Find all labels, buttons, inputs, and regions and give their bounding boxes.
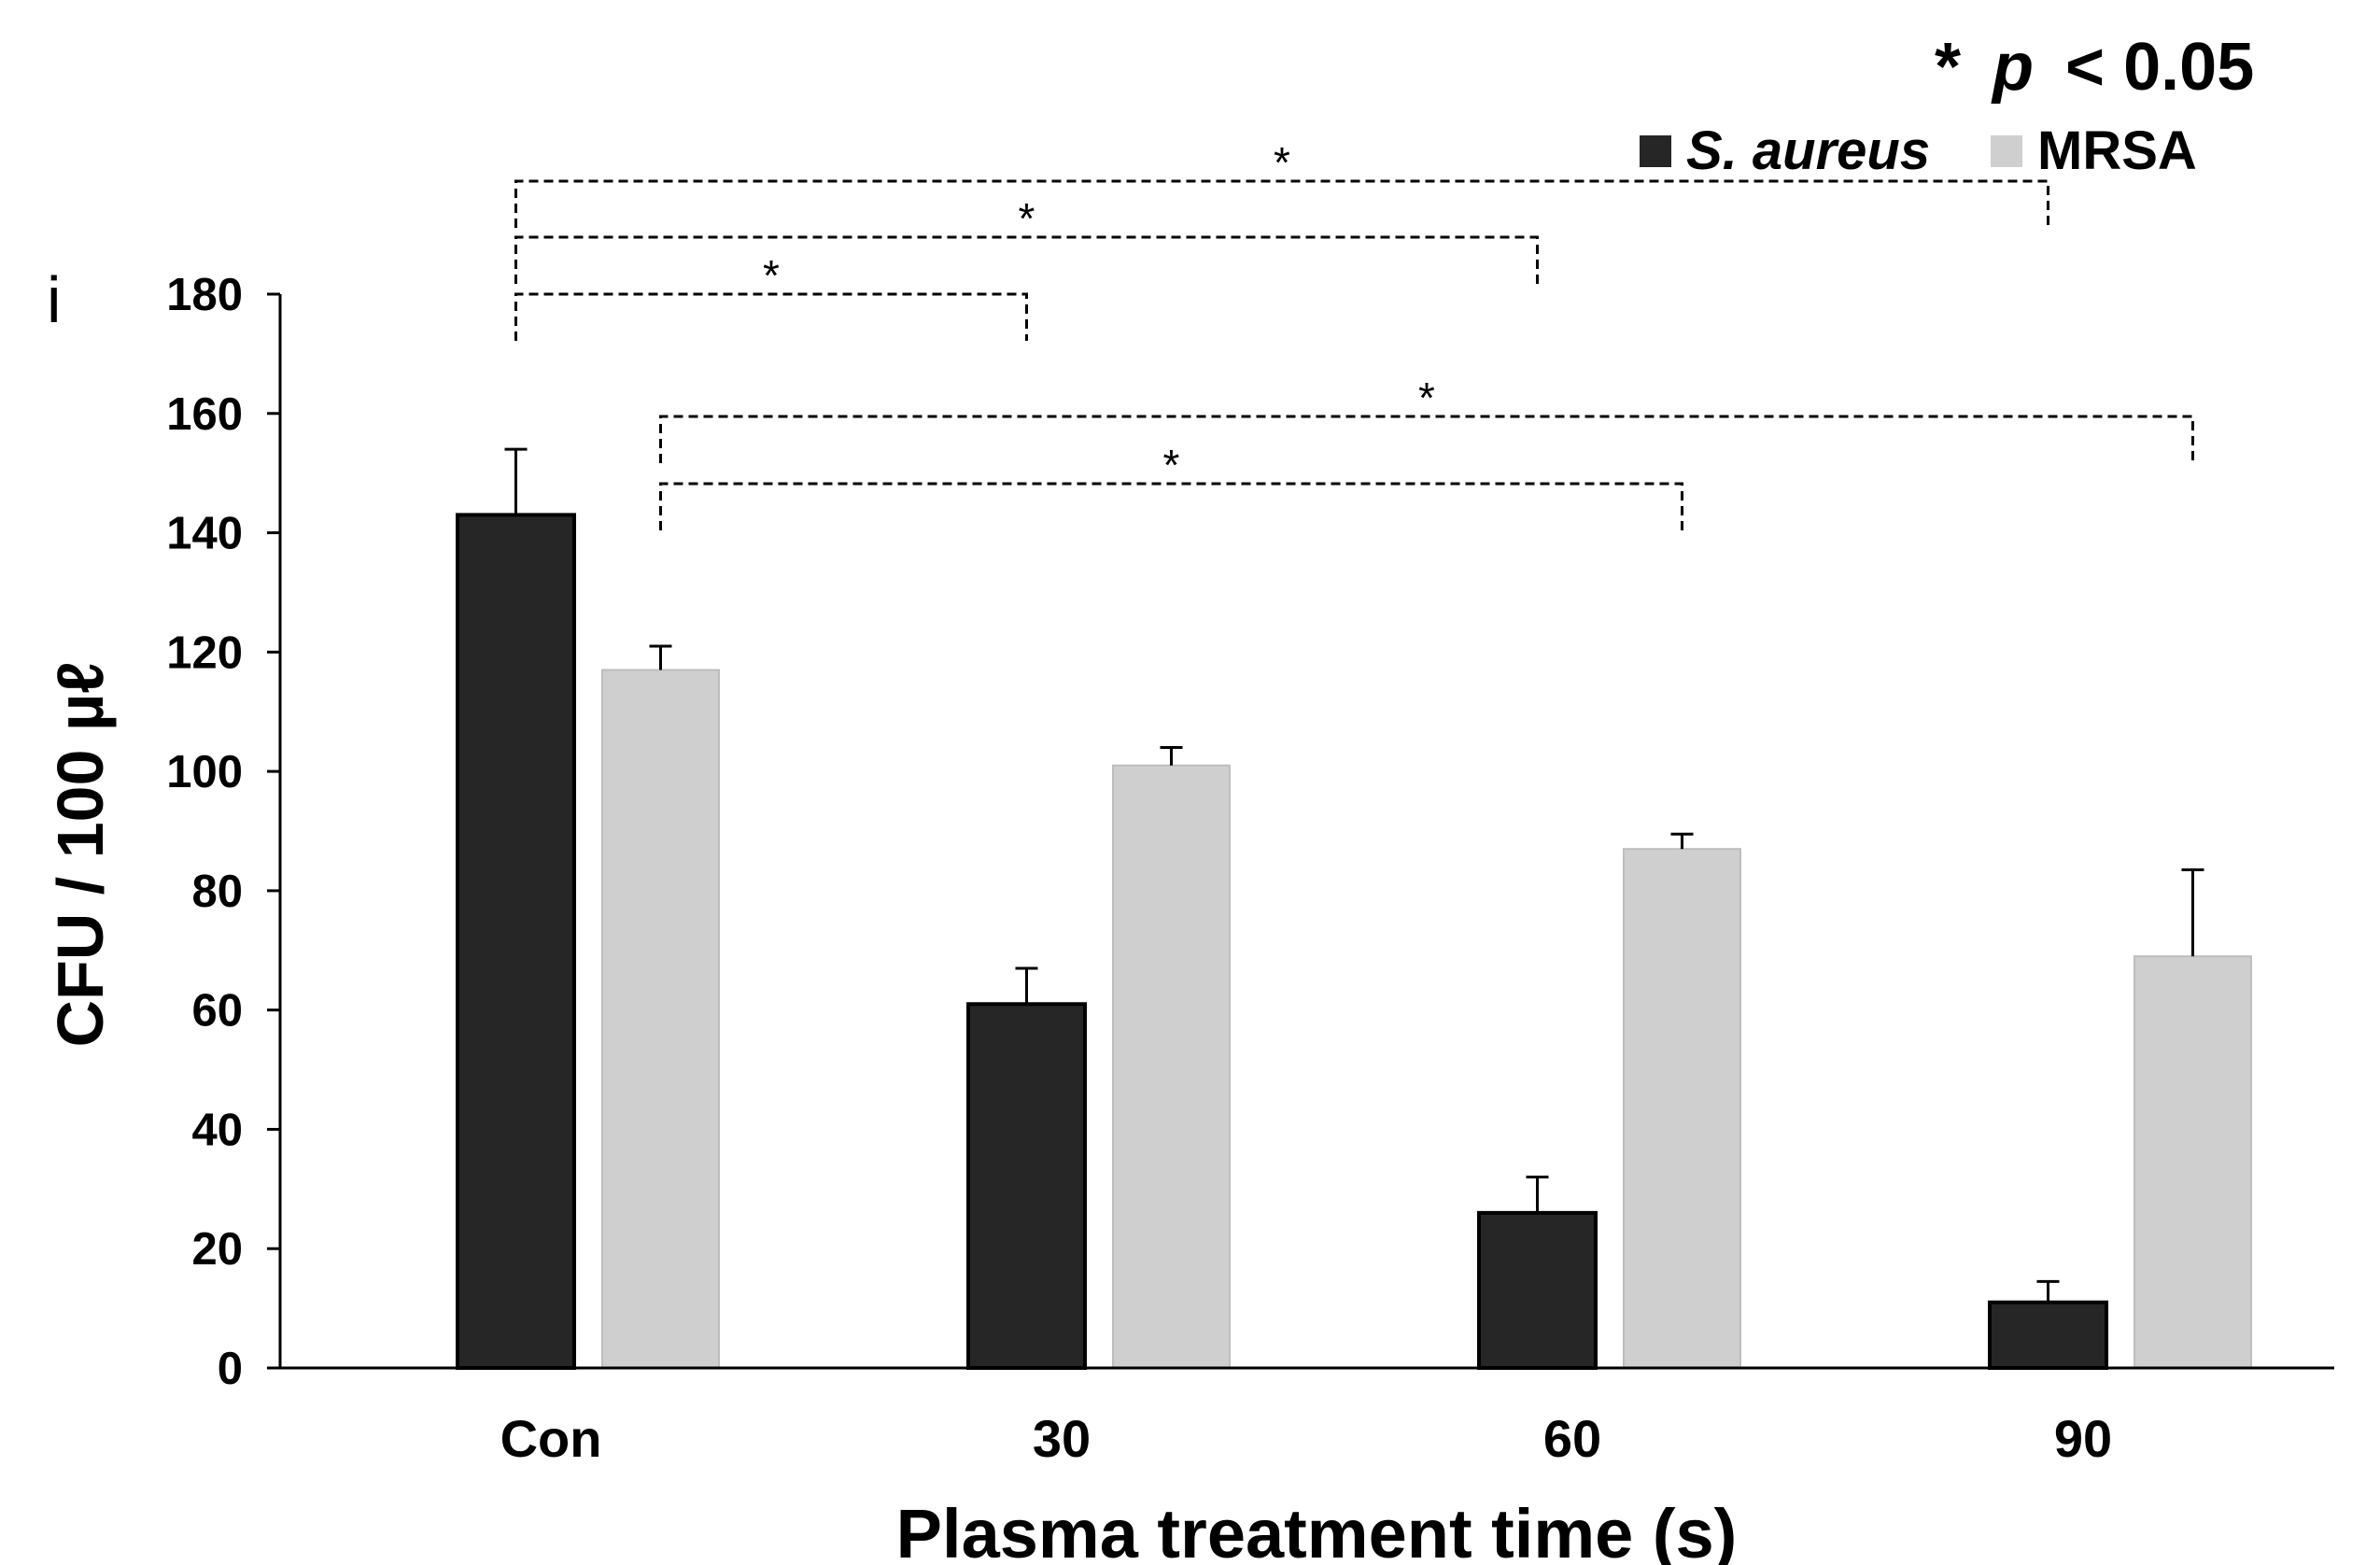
significance-bracket-1 — [514, 292, 1028, 341]
y-tick-label-100: 100 — [166, 747, 243, 797]
legend: S. aureus MRSA — [1640, 120, 2197, 181]
significance-bracket-4 — [659, 482, 1683, 530]
x-category-label-90: 90 — [2054, 1409, 2112, 1468]
bar-mrsa-60 — [1623, 848, 1741, 1369]
sig-legend-star: * — [1935, 30, 1961, 105]
y-tick-label-60: 60 — [191, 986, 243, 1036]
legend-swatch-mrsa — [1991, 135, 2022, 167]
y-tick-label-0: 0 — [218, 1344, 243, 1394]
significance-star-3: * — [1274, 138, 1290, 187]
significance-bracket-5 — [659, 415, 2194, 463]
bar-mrsa-30 — [1112, 764, 1231, 1369]
significance-star-5: * — [1418, 374, 1435, 422]
axes — [278, 294, 2334, 1370]
significance-bracket-2 — [514, 235, 1539, 284]
y-tick-label-120: 120 — [166, 627, 243, 678]
bars — [456, 513, 2252, 1371]
significance-star-1: * — [763, 251, 780, 300]
panel-label: i — [47, 263, 62, 336]
legend-label-s-aureus: S. aureus — [1686, 120, 1930, 181]
y-axis-label: CFU / 100 µℓ — [44, 662, 117, 1048]
significance-star-4: * — [1163, 441, 1180, 489]
legend-swatch-s-aureus — [1640, 135, 1671, 167]
x-axis-label: Plasma treatment time (s) — [896, 1495, 1738, 1565]
bar-s-aureus-con — [456, 513, 576, 1370]
legend-label-mrsa: MRSA — [2037, 120, 2197, 181]
y-ticks: 0 20 40 60 80 100 120 140 160 180 — [166, 270, 280, 1394]
bar-s-aureus-90 — [1988, 1300, 2108, 1370]
sig-legend-text: < 0.05 — [2065, 30, 2254, 105]
bar-mrsa-con — [601, 669, 720, 1369]
error-bars — [504, 447, 2204, 1303]
y-tick-label-160: 160 — [166, 389, 243, 440]
x-category-label-con: Con — [500, 1409, 602, 1468]
y-tick-label-40: 40 — [191, 1105, 243, 1155]
significance-bracket-3 — [514, 179, 2049, 228]
bar-mrsa-90 — [2134, 955, 2252, 1369]
y-tick-label-80: 80 — [191, 867, 243, 917]
y-tick-label-180: 180 — [166, 270, 243, 320]
y-tick-label-20: 20 — [191, 1224, 243, 1275]
svg-text:* p < 0.05: * p < 0.05 — [1935, 30, 2254, 105]
significance-legend: * p < 0.05 — [1935, 30, 2254, 105]
significance-star-2: * — [1019, 194, 1035, 243]
bar-s-aureus-30 — [966, 1002, 1087, 1371]
x-categories: Con 30 60 90 — [500, 1409, 2113, 1468]
y-tick-label-140: 140 — [166, 509, 243, 559]
bar-s-aureus-60 — [1477, 1210, 1598, 1371]
x-category-label-30: 30 — [1033, 1409, 1091, 1468]
x-category-label-60: 60 — [1543, 1409, 1601, 1468]
sig-legend-p: p — [1991, 30, 2034, 105]
significance-brackets: * * * * * — [514, 138, 2194, 530]
